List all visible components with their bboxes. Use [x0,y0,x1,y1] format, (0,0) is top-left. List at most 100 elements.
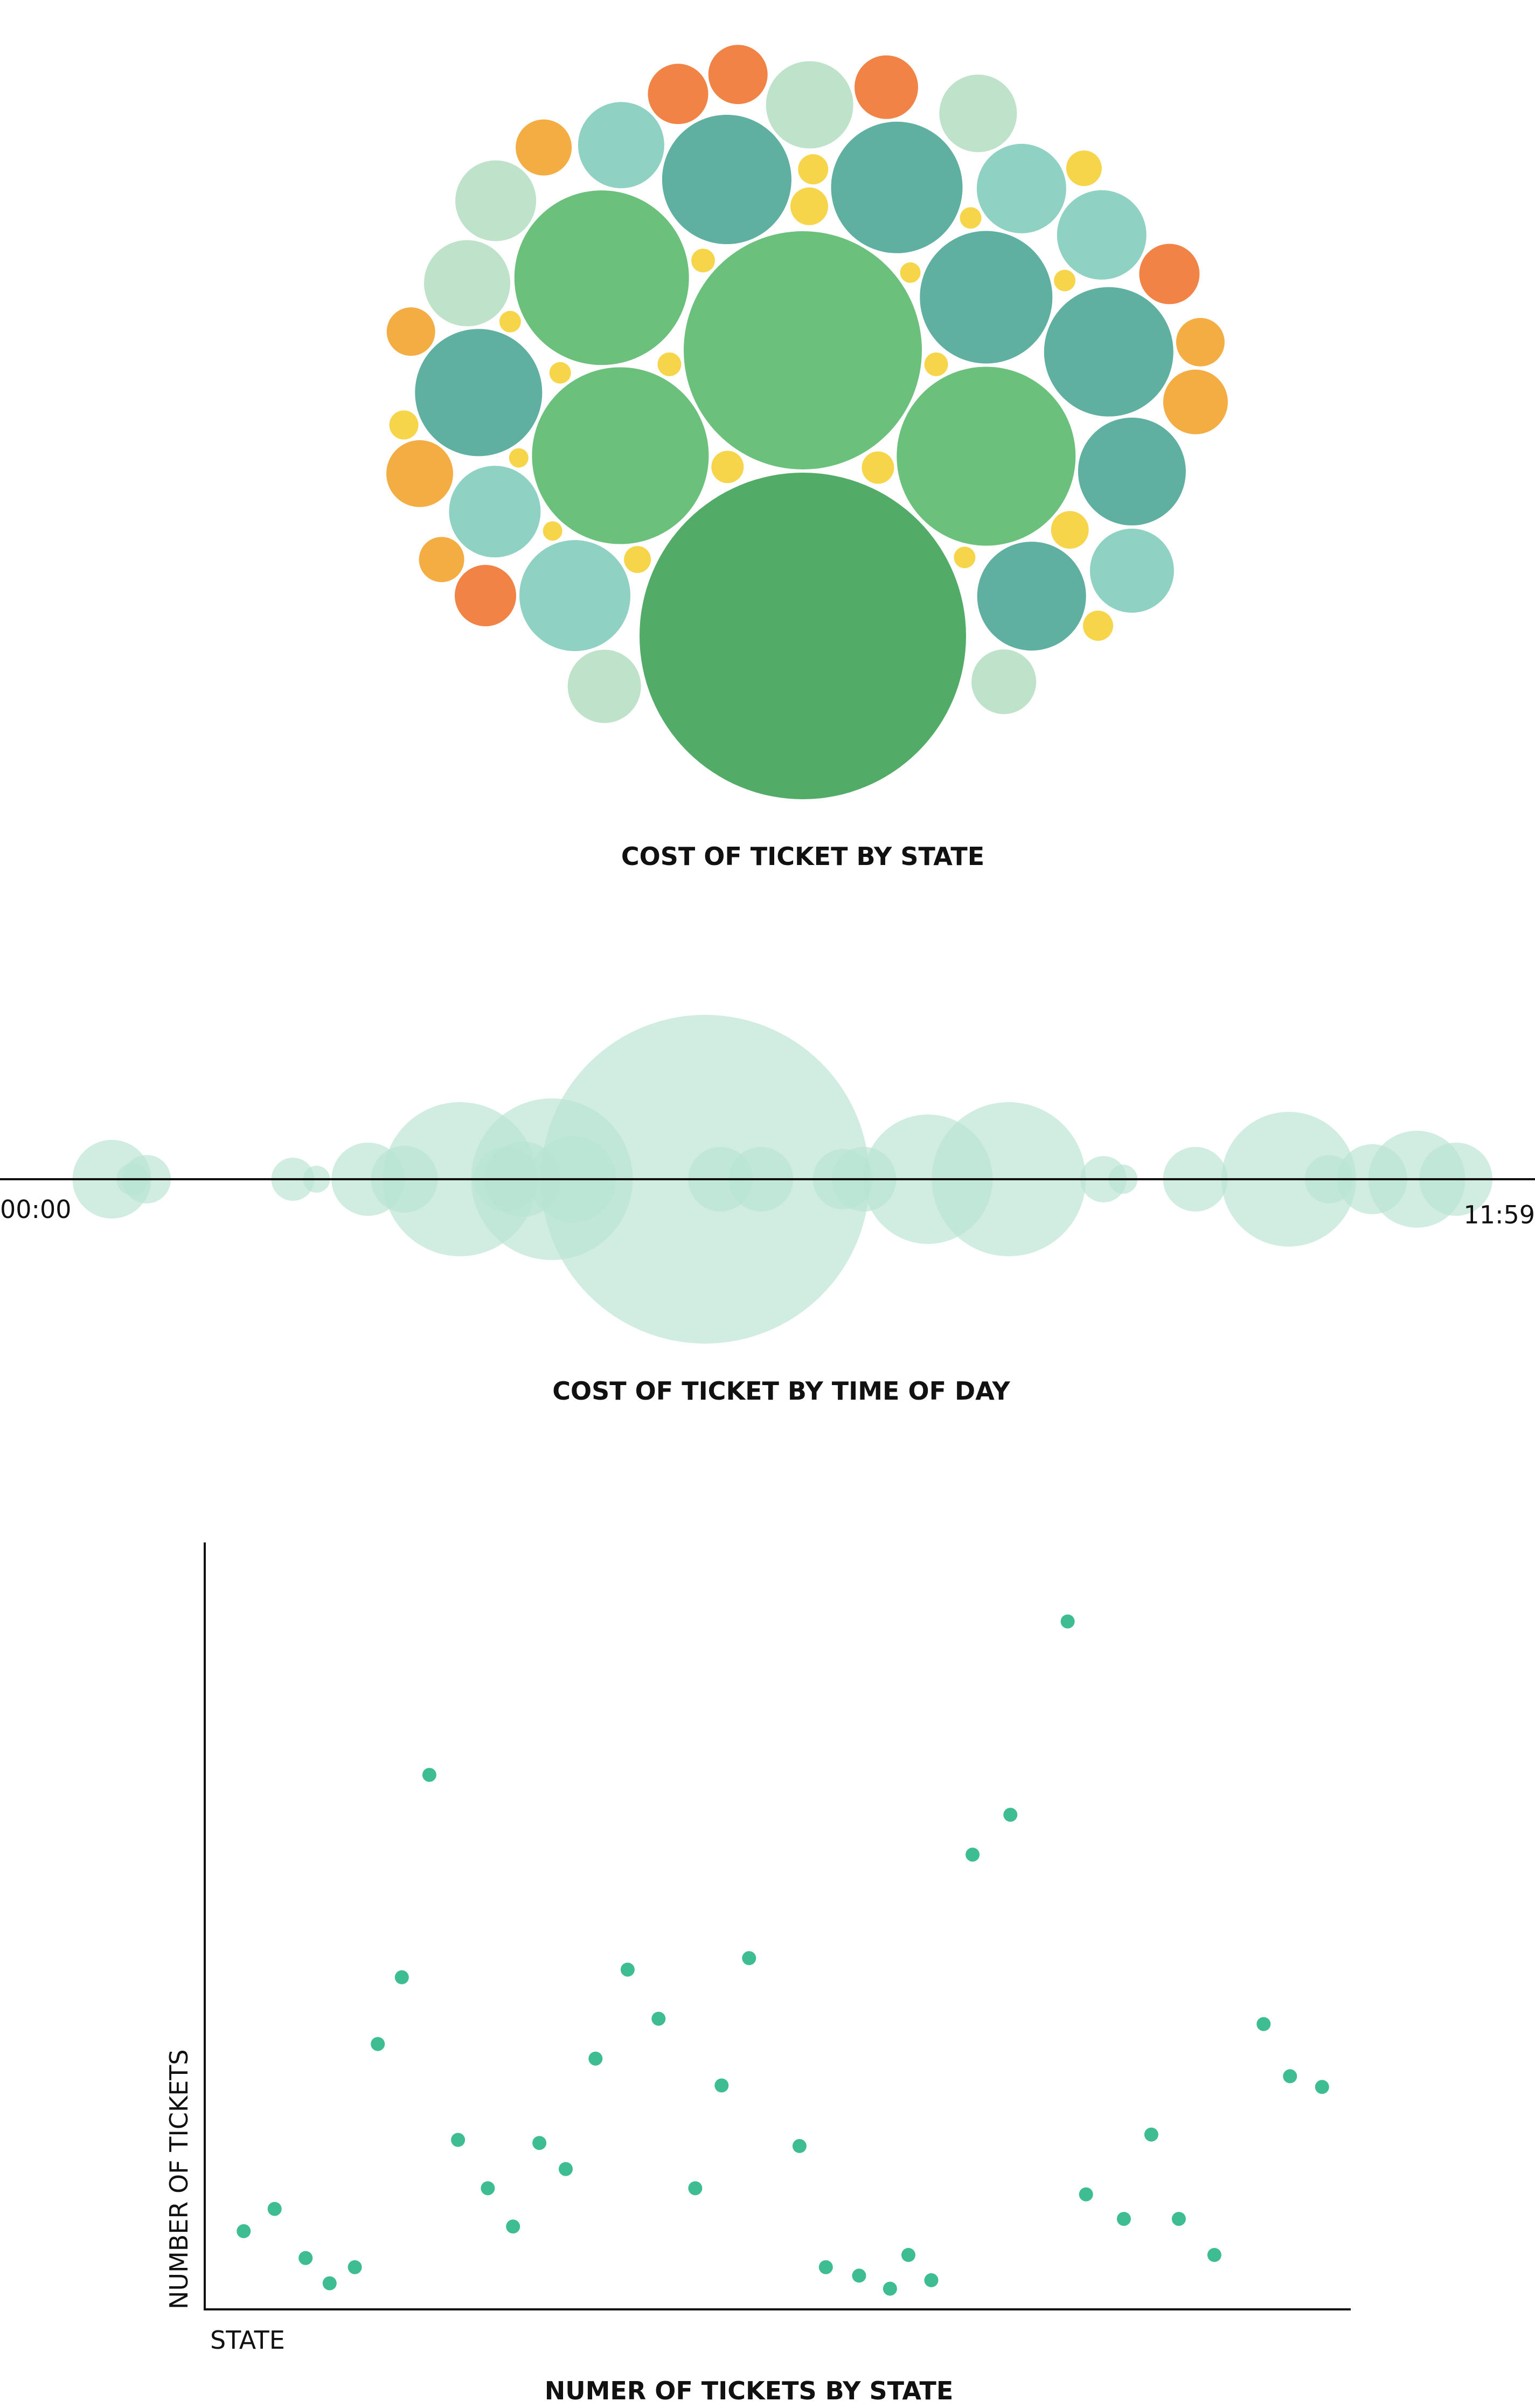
cost-by-state-bubble-chart: COST OF TICKET BY STATE [386,45,1228,871]
state-bubble [1057,190,1147,280]
scatter-point [792,2139,807,2153]
scatter-point [237,2224,251,2238]
scatter-point [651,2011,666,2026]
state-bubble [386,440,453,507]
scatter-point [532,2136,547,2150]
state-bubble [499,310,521,333]
scatter-point [924,2273,939,2287]
scatter-x-axis-label: STATE [210,2326,285,2355]
state-bubble [960,207,982,229]
state-bubble [415,329,543,456]
scatter-point [506,2219,520,2234]
state-bubble [920,231,1053,364]
scatter-point [966,1847,980,1862]
scatter-point [1171,2212,1186,2226]
cost-by-state-title: COST OF TICKET BY STATE [621,842,984,871]
state-bubble [790,187,828,225]
tickets-by-state-title: NUMER OF TICKETS BY STATE [545,2376,954,2405]
state-bubble [1139,244,1200,305]
state-bubble [1044,287,1173,417]
state-bubble [648,64,709,124]
state-bubble [684,231,922,469]
state-bubble [977,542,1086,651]
scatter-point [588,2051,603,2066]
state-bubble [455,565,516,627]
scatter-point [371,2037,385,2051]
scatter-point [818,2260,833,2274]
scatter-point [1315,2080,1329,2094]
state-bubble [798,154,829,185]
cost-by-time-bubble-chart: 00:00 11:59 COST OF TICKET BY TIME OF DA… [0,1015,1535,1406]
state-bubble [449,466,541,558]
state-bubble [708,45,768,105]
scatter-point [852,2268,866,2283]
state-bubble [954,546,976,569]
state-bubble [567,649,641,723]
timeline-start-label: 00:00 [0,1195,72,1224]
state-bubble [976,143,1066,233]
state-bubble [1078,417,1186,525]
state-bubble [766,61,853,149]
state-bubble [578,102,664,189]
scatter-point [481,2181,495,2196]
state-bubble [897,366,1076,546]
scatter-point [267,2202,282,2216]
scatter-point [742,1951,756,1966]
cost-by-time-title: COST OF TICKET BY TIME OF DAY [552,1376,1010,1406]
state-bubble [662,115,791,244]
state-bubble [971,649,1037,714]
scatter-point [298,2251,313,2265]
state-bubble [855,55,918,119]
scatter-y-axis-label: NUMBER OF TICKETS [164,2049,193,2309]
state-bubble [1176,317,1225,366]
scatter-point [559,2162,573,2176]
state-bubble [1083,611,1113,641]
state-bubble [711,451,744,483]
scatter-point [1060,1614,1075,1629]
scatter-point [1283,2069,1297,2084]
state-bubble [543,521,562,541]
state-bubble [549,362,571,384]
state-bubble [831,121,963,253]
scatter-point [620,1962,635,1977]
state-bubble [900,262,921,283]
state-bubble [624,546,651,573]
state-bubble [389,410,419,440]
scatter-point [422,1768,436,1782]
state-bubble [862,451,894,484]
state-bubble [640,473,966,799]
scatter-point [451,2133,466,2147]
scatter-point [901,2248,915,2262]
state-bubble [691,248,715,273]
state-bubble [424,240,510,327]
scatter-point [322,2276,337,2291]
state-bubble [1066,150,1102,186]
state-bubble [532,367,709,544]
scatter-point [714,2078,729,2093]
tickets-by-state-scatter-chart: NUMBER OF TICKETS STATE NUMER OF TICKETS… [164,1542,1351,2405]
scatter-points [237,1614,1329,2296]
scatter-point [1003,1808,1018,1822]
state-bubble [1054,269,1076,292]
scatter-point [348,2260,362,2274]
scatter-point [883,2281,897,2296]
scatter-point [1144,2127,1158,2142]
scatter-point [1079,2187,1093,2202]
timeline-end-label: 11:59 [1463,1200,1535,1229]
scatter-point [1207,2248,1221,2262]
state-bubble [939,74,1017,153]
state-bubble [1163,369,1228,434]
state-bubbles [386,45,1228,799]
state-bubble [1089,528,1174,613]
state-bubble [514,190,689,365]
state-bubble [657,352,682,376]
state-bubble [386,307,435,356]
state-bubble [924,352,948,376]
state-bubble [455,160,537,241]
scatter-point [394,1970,409,1984]
scatter-point [1116,2212,1131,2226]
scatter-point [1256,2017,1271,2031]
state-bubble [519,540,630,652]
scatter-point [688,2181,703,2196]
